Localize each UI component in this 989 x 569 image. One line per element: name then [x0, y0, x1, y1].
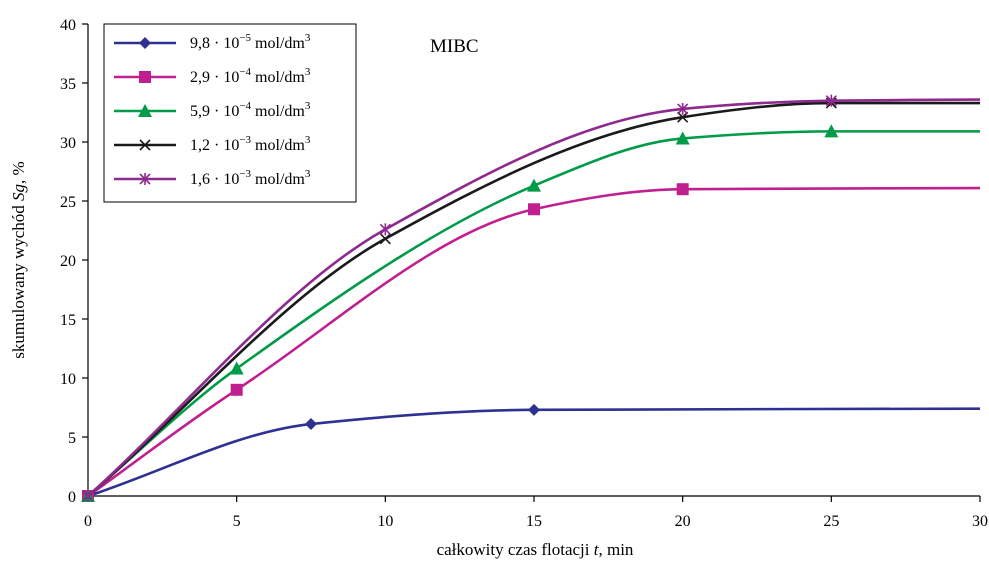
data-point [825, 94, 837, 107]
data-point [305, 418, 317, 431]
x-tick-label: 0 [84, 513, 92, 530]
y-tick-label: 40 [60, 17, 76, 34]
legend-label-exponent: −4 [239, 66, 251, 78]
legend-label-unit-exponent: 3 [305, 134, 311, 146]
series-line [87, 186, 981, 498]
data-point [230, 383, 243, 396]
y-tick-label: 0 [68, 489, 76, 506]
legend-label-unit: mol/dm [251, 35, 305, 52]
legend-label-mantissa: 9,8 · 10 [190, 35, 239, 52]
legend-label-exponent: −5 [239, 32, 251, 44]
x-tick-label: 20 [675, 513, 691, 530]
y-tick-label: 5 [68, 430, 76, 447]
legend-label: 2,9 · 10−4 mol/dm3 [190, 66, 311, 86]
series-5 [82, 94, 981, 502]
data-point [528, 403, 540, 416]
data-point [82, 490, 94, 502]
y-tick-label: 30 [60, 135, 76, 152]
data-point [229, 361, 244, 375]
y-tick-label: 35 [60, 76, 76, 93]
data-point [677, 102, 689, 115]
x-axis-label-var: t [594, 540, 600, 559]
data-point [824, 124, 839, 138]
legend-item-3: 5,9 · 10−4 mol/dm3 [114, 100, 311, 120]
legend-marker [139, 173, 151, 185]
legend-label: 5,9 · 10−4 mol/dm3 [190, 100, 311, 120]
y-axis-label-unit: , % [9, 161, 28, 184]
y-axis-label-var: Sg [9, 184, 28, 201]
x-tick-label: 25 [823, 513, 839, 530]
data-point [675, 131, 690, 145]
legend-label-unit: mol/dm [251, 137, 305, 154]
series-layer [81, 94, 981, 502]
legend-label-unit-exponent: 3 [305, 32, 311, 44]
x-tick-label: 30 [972, 513, 988, 530]
data-point [379, 223, 391, 236]
legend-marker [138, 104, 152, 117]
y-axis-label: skumulowany wychód Sg, % [9, 161, 28, 358]
legend-label-exponent: −3 [239, 134, 251, 146]
legend-label: 1,6 · 10−3 mol/dm3 [190, 168, 311, 188]
legend-label-unit: mol/dm [251, 69, 305, 86]
legend-label: 1,2 · 10−3 mol/dm3 [190, 134, 311, 154]
legend-label-mantissa: 2,9 · 10 [190, 69, 239, 86]
legend-marker [139, 71, 151, 83]
legend-label-unit-exponent: 3 [305, 66, 311, 78]
series-3 [81, 124, 980, 502]
x-tick-label: 15 [526, 513, 542, 530]
x-axis-label: całkowity czas flotacji t, min [437, 540, 634, 559]
legend-item-4: 1,2 · 10−3 mol/dm3 [114, 134, 311, 154]
data-point [379, 233, 391, 245]
legend-item-1: 9,8 · 10−5 mol/dm3 [114, 32, 311, 52]
data-point [528, 203, 540, 216]
series-line [87, 98, 981, 497]
series-2 [82, 183, 981, 502]
series-1 [82, 403, 981, 502]
legend-item-5: 1,6 · 10−3 mol/dm3 [114, 168, 311, 188]
data-point [527, 178, 541, 192]
legend-item-2: 2,9 · 10−4 mol/dm3 [114, 66, 311, 86]
data-point [677, 111, 689, 123]
annotation-mibc: MIBC [430, 36, 479, 57]
legend-label-exponent: −3 [239, 168, 251, 180]
legend-label-exponent: −4 [239, 100, 251, 112]
x-axis-label-main: całkowity czas flotacji [437, 540, 594, 559]
legend-marker [139, 139, 151, 151]
legend-label-mantissa: 1,2 · 10 [190, 137, 239, 154]
legend-label: 9,8 · 10−5 mol/dm3 [190, 32, 311, 52]
x-axis-label-unit: , min [598, 540, 633, 559]
y-tick-label: 10 [60, 371, 76, 388]
y-tick-label: 15 [60, 312, 76, 329]
y-tick-label: 20 [60, 253, 76, 270]
legend-label-unit-exponent: 3 [305, 100, 311, 112]
x-tick-label: 5 [233, 513, 241, 530]
series-line [87, 407, 981, 498]
legend-label-mantissa: 5,9 · 10 [190, 103, 239, 120]
data-point [676, 183, 689, 196]
legend-marker [139, 37, 151, 49]
legend-label-mantissa: 1,6 · 10 [190, 171, 239, 188]
legend-label-unit-exponent: 3 [305, 168, 311, 180]
axes: 0 5 10 15 20 25 30 0 5 10 15 20 25 30 35 40 [60, 17, 988, 530]
series-line [87, 101, 980, 497]
y-axis-label-main: skumulowany wychód [9, 201, 28, 359]
y-tick-label: 25 [60, 194, 76, 211]
x-tick-label: 10 [377, 513, 393, 530]
legend-label-unit: mol/dm [251, 171, 305, 188]
legend-label-unit: mol/dm [251, 103, 305, 120]
